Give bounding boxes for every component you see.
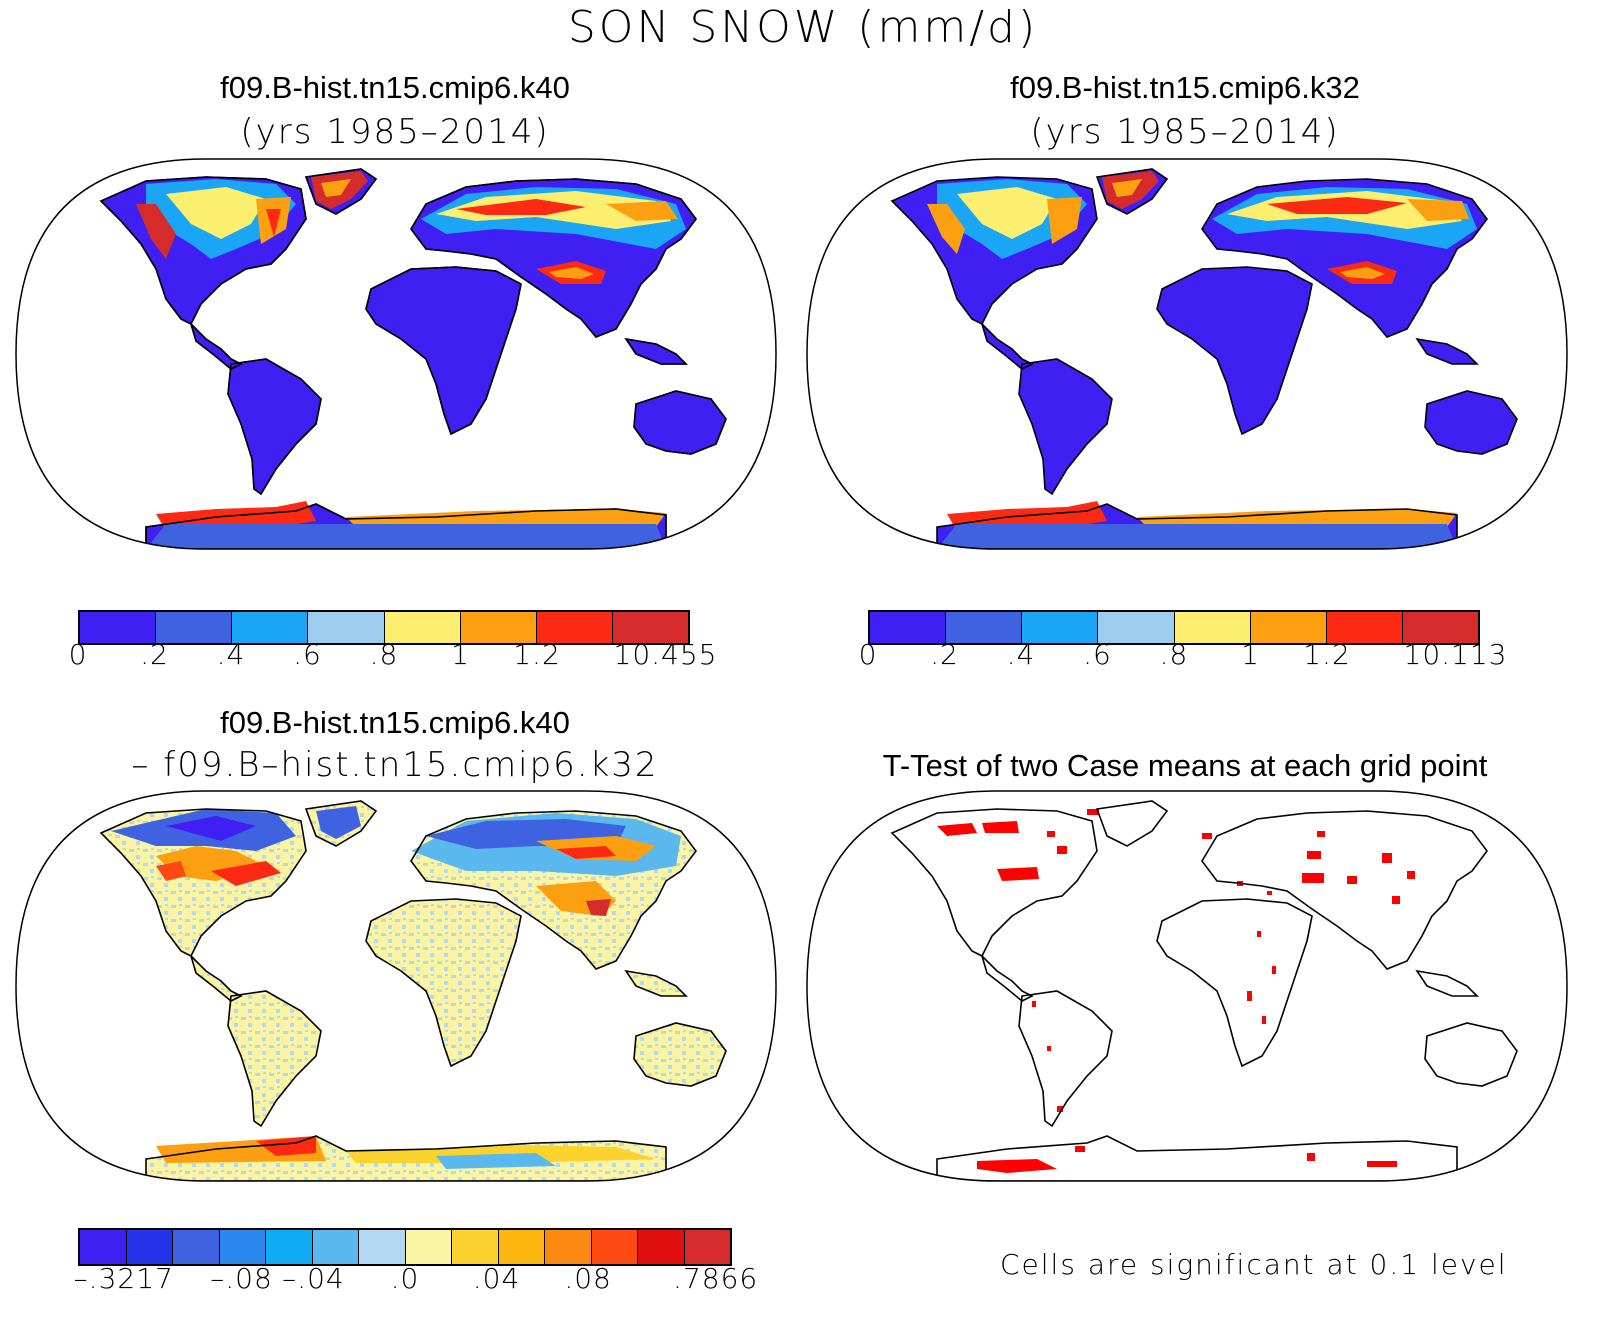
colorbar-tick-label: 10.113 [1403,638,1508,671]
colorbar-swatch [638,1230,685,1264]
colorbar-tick-label: 1.2 [1303,638,1351,671]
colorbar-swatch [156,612,233,643]
colorbar-swatch [1022,612,1099,643]
colorbar-tick-label: .6 [1083,638,1112,671]
colorbar-tick-label: .8 [369,638,399,671]
panel-bottom-right-title: T-Test of two Case means at each grid po… [882,748,1488,783]
figure-title: SON SNOW (mm/d) [567,2,1039,53]
colorbar-tick-label: –.3217 [73,1262,174,1295]
snow-bands [136,171,686,549]
colorbar-swatch [384,612,461,643]
colorbar-tick-label: 0 [858,638,878,671]
colorbar-tick-label: .4 [216,638,246,671]
colorbar-tick-label: .04 [472,1262,521,1295]
colorbar-tick-label: –.08 [210,1262,273,1295]
colorbar-swatch [545,1230,592,1264]
colorbar-swatch [612,612,688,643]
colorbar-swatch [173,1230,220,1264]
colorbar-swatch [312,1230,359,1264]
colorbar-tick-label: .2 [140,638,169,671]
map-top-left [15,158,777,550]
colorbar-tick-label: 0 [68,638,88,671]
colorbar-swatch [1250,612,1327,643]
colorbar-tick-label: 10.455 [613,638,718,671]
panel-bottom-left-title: f09.B-hist.tn15.cmip6.k40 [220,705,570,740]
colorbar-swatch [452,1230,499,1264]
colorbar-swatch [232,612,309,643]
map-top-right [806,158,1568,550]
significance-footnote: Cells are significant at 0.1 level [1000,1248,1508,1281]
colorbar-tick-label: 1 [1241,638,1260,671]
colorbar-swatch [460,612,537,643]
colorbar-tick-label: .7866 [673,1262,759,1295]
colorbar-swatch [80,1230,127,1264]
colorbar-swatch [126,1230,173,1264]
significant-cells [937,809,1415,1173]
colorbar-swatch [405,1230,452,1264]
colorbar-swatch [1174,612,1251,643]
colorbar-swatch [308,612,385,643]
colorbar-tick-label: .2 [930,638,959,671]
colorbar-swatch [219,1230,266,1264]
colorbar-swatch [1326,612,1403,643]
colorbar-tick-label: –.04 [282,1262,345,1295]
colorbar-swatch [498,1230,545,1264]
colorbar-swatch [266,1230,313,1264]
colorbar-swatch [1402,612,1478,643]
colorbar-top-left [78,610,690,645]
colorbar-bottom-left-labels: –.3217 –.08 –.04 .0 .04 .08 .7866 [74,1262,758,1302]
colorbar-swatch [870,612,947,643]
panel-top-right-subtitle: (yrs 1985–2014) [1030,112,1340,152]
map-frame [15,158,777,550]
colorbar-tick-label: 1.2 [513,638,561,671]
colorbar-top-left-labels: 0 .2 .4 .6 .8 1 1.2 10.455 [69,638,717,678]
colorbar-swatch [591,1230,638,1264]
panel-top-right-title: f09.B-hist.tn15.cmip6.k32 [1010,70,1360,105]
colorbar-tick-label: .6 [293,638,322,671]
colorbar-swatch [946,612,1023,643]
colorbar-tick-label: .0 [390,1262,420,1295]
panel-top-left-subtitle: (yrs 1985–2014) [240,112,550,152]
colorbar-swatch [536,612,613,643]
colorbar-tick-label: .8 [1159,638,1189,671]
colorbar-swatch [359,1230,406,1264]
colorbar-tick-label: .08 [564,1262,612,1295]
colorbar-top-right [868,610,1480,645]
panel-bottom-left-subtitle: – f09.B–hist.tn15.cmip6.k32 [131,745,659,785]
colorbar-bottom-left [78,1228,732,1266]
map-bottom-right [806,790,1568,1182]
colorbar-tick-label: .4 [1006,638,1036,671]
colorbar-swatch [1098,612,1175,643]
colorbar-swatch [80,612,157,643]
colorbar-top-right-labels: 0 .2 .4 .6 .8 1 1.2 10.113 [859,638,1507,678]
map-bottom-left [15,790,777,1182]
colorbar-swatch [684,1230,730,1264]
colorbar-tick-label: 1 [451,638,470,671]
panel-top-left-title: f09.B-hist.tn15.cmip6.k40 [220,70,570,105]
